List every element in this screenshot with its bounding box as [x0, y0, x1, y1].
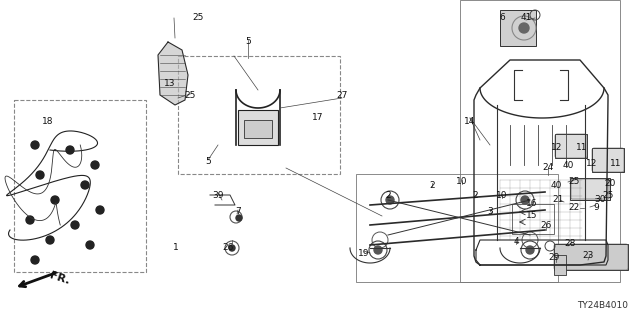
- Bar: [554, 244, 628, 270]
- Bar: [512, 204, 554, 234]
- Text: 12: 12: [586, 159, 598, 169]
- Circle shape: [96, 206, 104, 214]
- Bar: [555, 134, 587, 158]
- Bar: [244, 120, 272, 138]
- Circle shape: [526, 246, 534, 254]
- Text: 24: 24: [542, 164, 554, 172]
- Text: 21: 21: [552, 196, 564, 204]
- Circle shape: [519, 23, 529, 33]
- Text: 39: 39: [212, 191, 224, 201]
- Circle shape: [51, 196, 59, 204]
- Text: 25: 25: [184, 92, 196, 100]
- Text: 20: 20: [604, 179, 616, 188]
- Polygon shape: [158, 42, 188, 105]
- Text: 3: 3: [487, 207, 493, 217]
- Circle shape: [236, 215, 242, 221]
- Text: 28: 28: [564, 239, 576, 249]
- Text: 27: 27: [336, 92, 348, 100]
- Circle shape: [91, 161, 99, 169]
- Text: 13: 13: [164, 79, 176, 89]
- Text: 26: 26: [222, 244, 234, 252]
- Circle shape: [31, 141, 39, 149]
- Text: 6: 6: [499, 13, 505, 22]
- Circle shape: [81, 181, 89, 189]
- Text: 40: 40: [563, 161, 573, 170]
- Circle shape: [71, 221, 79, 229]
- Text: 18: 18: [42, 117, 54, 126]
- Bar: [14, 100, 146, 272]
- Text: 1: 1: [173, 244, 179, 252]
- Text: 19: 19: [358, 249, 370, 258]
- Text: 2: 2: [472, 191, 478, 201]
- Text: 12: 12: [551, 143, 563, 153]
- Text: 25: 25: [192, 13, 204, 22]
- Bar: [178, 56, 340, 174]
- Text: 2: 2: [429, 180, 435, 189]
- Text: 25: 25: [602, 190, 614, 199]
- Text: 11: 11: [611, 159, 621, 169]
- Text: 5: 5: [245, 37, 251, 46]
- Text: 10: 10: [496, 191, 508, 201]
- Circle shape: [374, 246, 382, 254]
- Text: 29: 29: [548, 253, 560, 262]
- Circle shape: [26, 216, 34, 224]
- Text: 23: 23: [582, 252, 594, 260]
- Circle shape: [386, 196, 394, 204]
- Bar: [570, 178, 610, 200]
- Circle shape: [66, 146, 74, 154]
- Text: 14: 14: [464, 117, 476, 126]
- Text: 41: 41: [520, 13, 532, 22]
- Text: 4: 4: [513, 236, 519, 245]
- Text: 17: 17: [312, 114, 324, 123]
- Text: 16: 16: [526, 199, 538, 209]
- Bar: [238, 110, 278, 145]
- Circle shape: [229, 245, 235, 251]
- Bar: [460, 0, 620, 282]
- Text: 26: 26: [540, 221, 552, 230]
- Text: 40: 40: [550, 180, 562, 189]
- Circle shape: [521, 196, 529, 204]
- Text: 15: 15: [526, 212, 538, 220]
- Bar: [356, 174, 558, 282]
- Bar: [554, 255, 566, 275]
- Circle shape: [86, 241, 94, 249]
- Text: 5: 5: [205, 157, 211, 166]
- Text: 22: 22: [568, 204, 580, 212]
- Text: 25: 25: [568, 178, 580, 187]
- Text: 9: 9: [593, 203, 599, 212]
- Bar: [500, 10, 536, 46]
- Text: TY24B4010: TY24B4010: [577, 301, 628, 310]
- Text: 2: 2: [385, 191, 391, 201]
- Circle shape: [31, 256, 39, 264]
- Text: 11: 11: [576, 143, 588, 153]
- Text: 7: 7: [235, 207, 241, 217]
- Text: 30: 30: [595, 196, 605, 204]
- Text: FR.: FR.: [48, 270, 70, 286]
- Bar: [592, 148, 624, 172]
- Text: 10: 10: [456, 178, 468, 187]
- Circle shape: [36, 171, 44, 179]
- Circle shape: [46, 236, 54, 244]
